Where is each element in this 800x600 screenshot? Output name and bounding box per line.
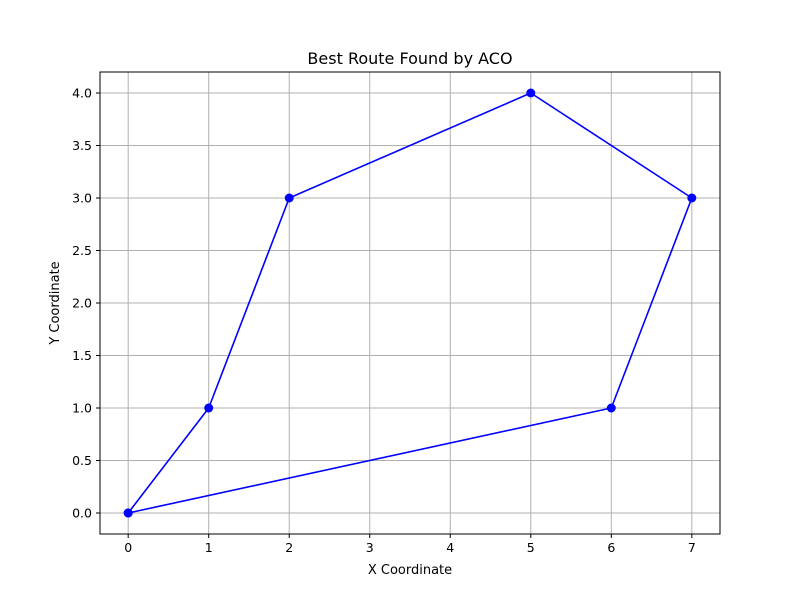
route-point <box>204 403 214 413</box>
x-tick-label: 5 <box>527 540 535 555</box>
y-tick-label: 1.5 <box>72 348 92 363</box>
y-tick-label: 3.0 <box>72 191 92 206</box>
grid <box>100 72 720 534</box>
route-point <box>284 193 294 203</box>
x-tick-label: 1 <box>205 540 213 555</box>
y-axis-label: Y Coordinate <box>48 261 63 345</box>
y-tick-label: 0.5 <box>72 453 92 468</box>
x-tick-label: 2 <box>285 540 293 555</box>
route-point <box>687 193 697 203</box>
chart-title: Best Route Found by ACO <box>307 49 512 68</box>
series-layer <box>123 88 697 518</box>
ticks: 0 1 2 3 4 5 6 7 0.0 0.5 1.0 1.5 2.0 2.5 3.0 3.5 4.0 <box>72 86 696 556</box>
x-axis-label: X Coordinate <box>368 563 452 578</box>
route-point <box>526 88 536 98</box>
route-point <box>606 403 616 413</box>
y-tick-label: 4.0 <box>72 86 92 101</box>
y-tick-label: 2.5 <box>72 243 92 258</box>
y-tick-label: 3.5 <box>72 138 92 153</box>
y-tick-label: 1.0 <box>72 401 92 416</box>
x-tick-label: 0 <box>124 540 132 555</box>
x-tick-label: 7 <box>688 540 696 555</box>
y-tick-label: 2.0 <box>72 296 92 311</box>
x-tick-label: 6 <box>607 540 615 555</box>
x-tick-label: 3 <box>366 540 374 555</box>
y-tick-label: 0.0 <box>72 506 92 521</box>
x-tick-label: 4 <box>446 540 454 555</box>
route-point <box>123 508 133 518</box>
